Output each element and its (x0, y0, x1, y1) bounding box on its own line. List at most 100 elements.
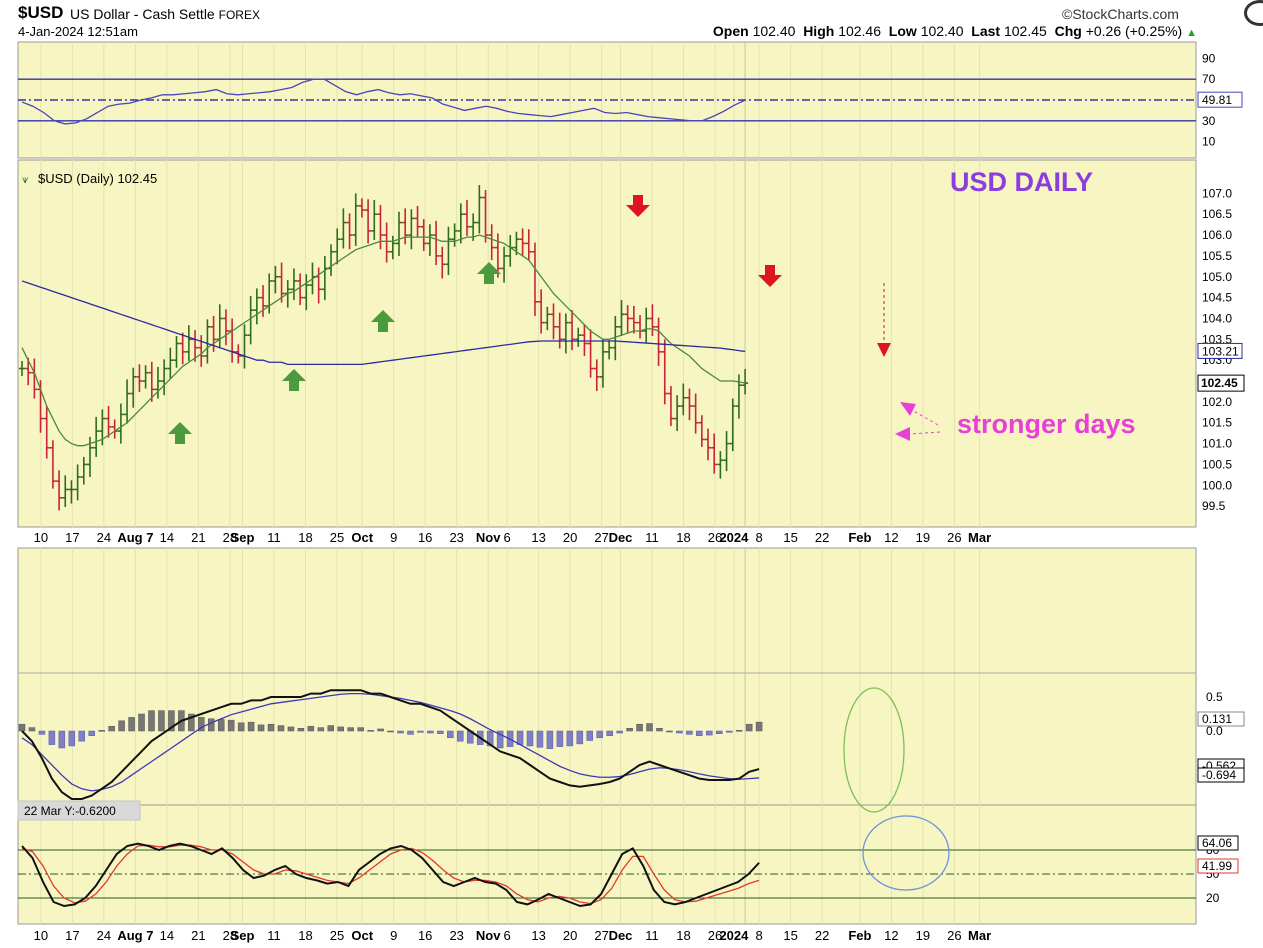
price-tick-label: 103.5 (1202, 332, 1232, 346)
macd-histogram-bar (357, 727, 364, 732)
green-up-arrow-icon (282, 369, 306, 391)
ma-fast-line (21, 234, 746, 447)
macd-histogram-bar (287, 726, 295, 732)
stochastic-x-axis-label: 15 (783, 928, 797, 943)
price-x-axis-label: Nov (476, 530, 501, 545)
chg-label: Chg (1054, 23, 1082, 39)
macd-histogram-bar (367, 730, 374, 732)
stochastic-x-axis-label: 21 (191, 928, 205, 943)
macd-histogram-bar (78, 730, 86, 742)
stochastic-x-axis-label: 16 (418, 928, 432, 943)
price-tick-label: 101.0 (1202, 437, 1232, 451)
magenta-arrow-icon (900, 402, 916, 416)
macd-histogram-bar (297, 728, 305, 732)
magenta-arrow-icon (895, 427, 910, 441)
price-tick-label: 105.5 (1202, 249, 1232, 263)
macd-histogram-bar (407, 730, 414, 735)
stochastic-x-axis-label: 26 (947, 928, 961, 943)
macd-histogram-bar (257, 724, 265, 732)
ma-value-label: 103.21 (1202, 344, 1239, 358)
macd-histogram-bar (148, 710, 155, 732)
macd-histogram-bar (168, 710, 175, 732)
price-x-axis-label: 11 (267, 530, 281, 545)
stochastic-x-axis-label: 9 (390, 928, 397, 943)
exchange-name: FOREX (218, 8, 260, 22)
price-x-axis-label: 25 (330, 530, 344, 545)
macd-histogram-bar (447, 730, 454, 739)
stochastic-x-axis-label: 22 (815, 928, 829, 943)
stochastic-x-axis-label: 28 (223, 928, 237, 943)
macd-histogram-bar (327, 725, 335, 732)
macd-histogram-bar (706, 730, 713, 736)
stochastic-x-axis-label: Mar (968, 928, 991, 943)
macd-histogram-bar (138, 713, 145, 732)
price-x-axis-label: Aug 7 (117, 530, 153, 545)
price-legend: $USD (Daily) 102.45 (38, 171, 157, 186)
stochastic-tick-label: 20 (1206, 891, 1220, 905)
high-value: 102.46 (838, 23, 882, 39)
macd-histogram-bar (516, 730, 524, 745)
macd-histogram-bar (427, 730, 434, 734)
last-price-box (1197, 374, 1245, 392)
stronger-days-annotation: stronger days (957, 409, 1136, 439)
rsi-tick-label: 90 (1202, 51, 1216, 65)
red-down-arrow-icon (758, 265, 782, 287)
stochastic-k-line (21, 842, 760, 908)
price-x-axis-label: 23 (449, 530, 463, 545)
macd-histogram-bar (696, 730, 703, 737)
macd-histogram-bar (188, 713, 195, 732)
price-tick-label: 104.5 (1202, 291, 1232, 305)
macd-histogram-bar (496, 730, 504, 749)
last-value: 102.45 (1003, 23, 1047, 39)
macd-histogram-bar (247, 721, 255, 732)
rsi-tick-label: 10 (1202, 135, 1216, 149)
macd-value-box (1197, 767, 1245, 783)
macd-tick-label: 0.5 (1206, 690, 1223, 704)
price-x-axis-label: 11 (645, 530, 659, 545)
stochastic-x-axis-label: 25 (330, 928, 344, 943)
stochastic-x-axis-label: 27 (594, 928, 608, 943)
price-x-axis-label: 13 (531, 530, 545, 545)
macd-histogram-bar (596, 730, 603, 739)
stochastic-x-axis-label: 20 (563, 928, 577, 943)
ohlc-legend-icon: ⩛ (22, 174, 28, 186)
ma-value-box (1197, 342, 1243, 359)
price-x-axis-label: 18 (298, 530, 312, 545)
macd-histogram-bar (18, 723, 26, 732)
macd-histogram-bar (735, 730, 743, 732)
magenta-arrow-shaft (911, 409, 939, 426)
macd-histogram-bar (198, 717, 205, 732)
price-x-axis-label: 26 (947, 530, 961, 545)
macd-histogram-bar (48, 730, 56, 745)
edge-logo-icon (1244, 0, 1263, 26)
macd-histogram-bar (686, 730, 693, 735)
low-value: 102.40 (920, 23, 964, 39)
macd-value-label: 0.131 (1202, 712, 1232, 726)
macd-histogram-bar (337, 726, 344, 732)
macd-histogram-bar (128, 717, 135, 732)
blue-ellipse-annotation (862, 815, 950, 891)
stochastic-x-axis-label: 12 (884, 928, 898, 943)
price-tick-label: 106.0 (1202, 228, 1232, 242)
macd-histogram-bar (606, 730, 613, 737)
tooltip-label: 22 Mar Y:-0.6200 (24, 804, 116, 818)
price-x-axis-label: 10 (34, 530, 48, 545)
stochastic-x-axis-label: 23 (449, 928, 463, 943)
macd-histogram-bar (636, 723, 643, 732)
stochastic-x-axis-label: 19 (916, 928, 930, 943)
stochastic-x-axis-label: 2024 (719, 928, 749, 943)
macd-histogram-bar (307, 725, 315, 732)
price-tick-label: 107.0 (1202, 186, 1232, 200)
price-x-axis-label: 8 (755, 530, 762, 545)
price-x-axis-label: Sep (231, 530, 255, 545)
price-x-axis-label: 2024 (719, 530, 749, 545)
macd-histogram-bar (88, 730, 95, 737)
ohlc-readout: Open 102.40 High 102.46 Low 102.40 Last … (713, 23, 1197, 39)
price-tick-label: 101.5 (1202, 416, 1232, 430)
macd-histogram-bar (108, 725, 115, 732)
stochastic-value-box (1197, 858, 1239, 874)
price-tick-label: 106.5 (1202, 207, 1232, 221)
price-x-axis-label: Mar (968, 530, 991, 545)
chart-ticker: $USD (18, 3, 64, 22)
price-x-axis-label: 27 (594, 530, 608, 545)
